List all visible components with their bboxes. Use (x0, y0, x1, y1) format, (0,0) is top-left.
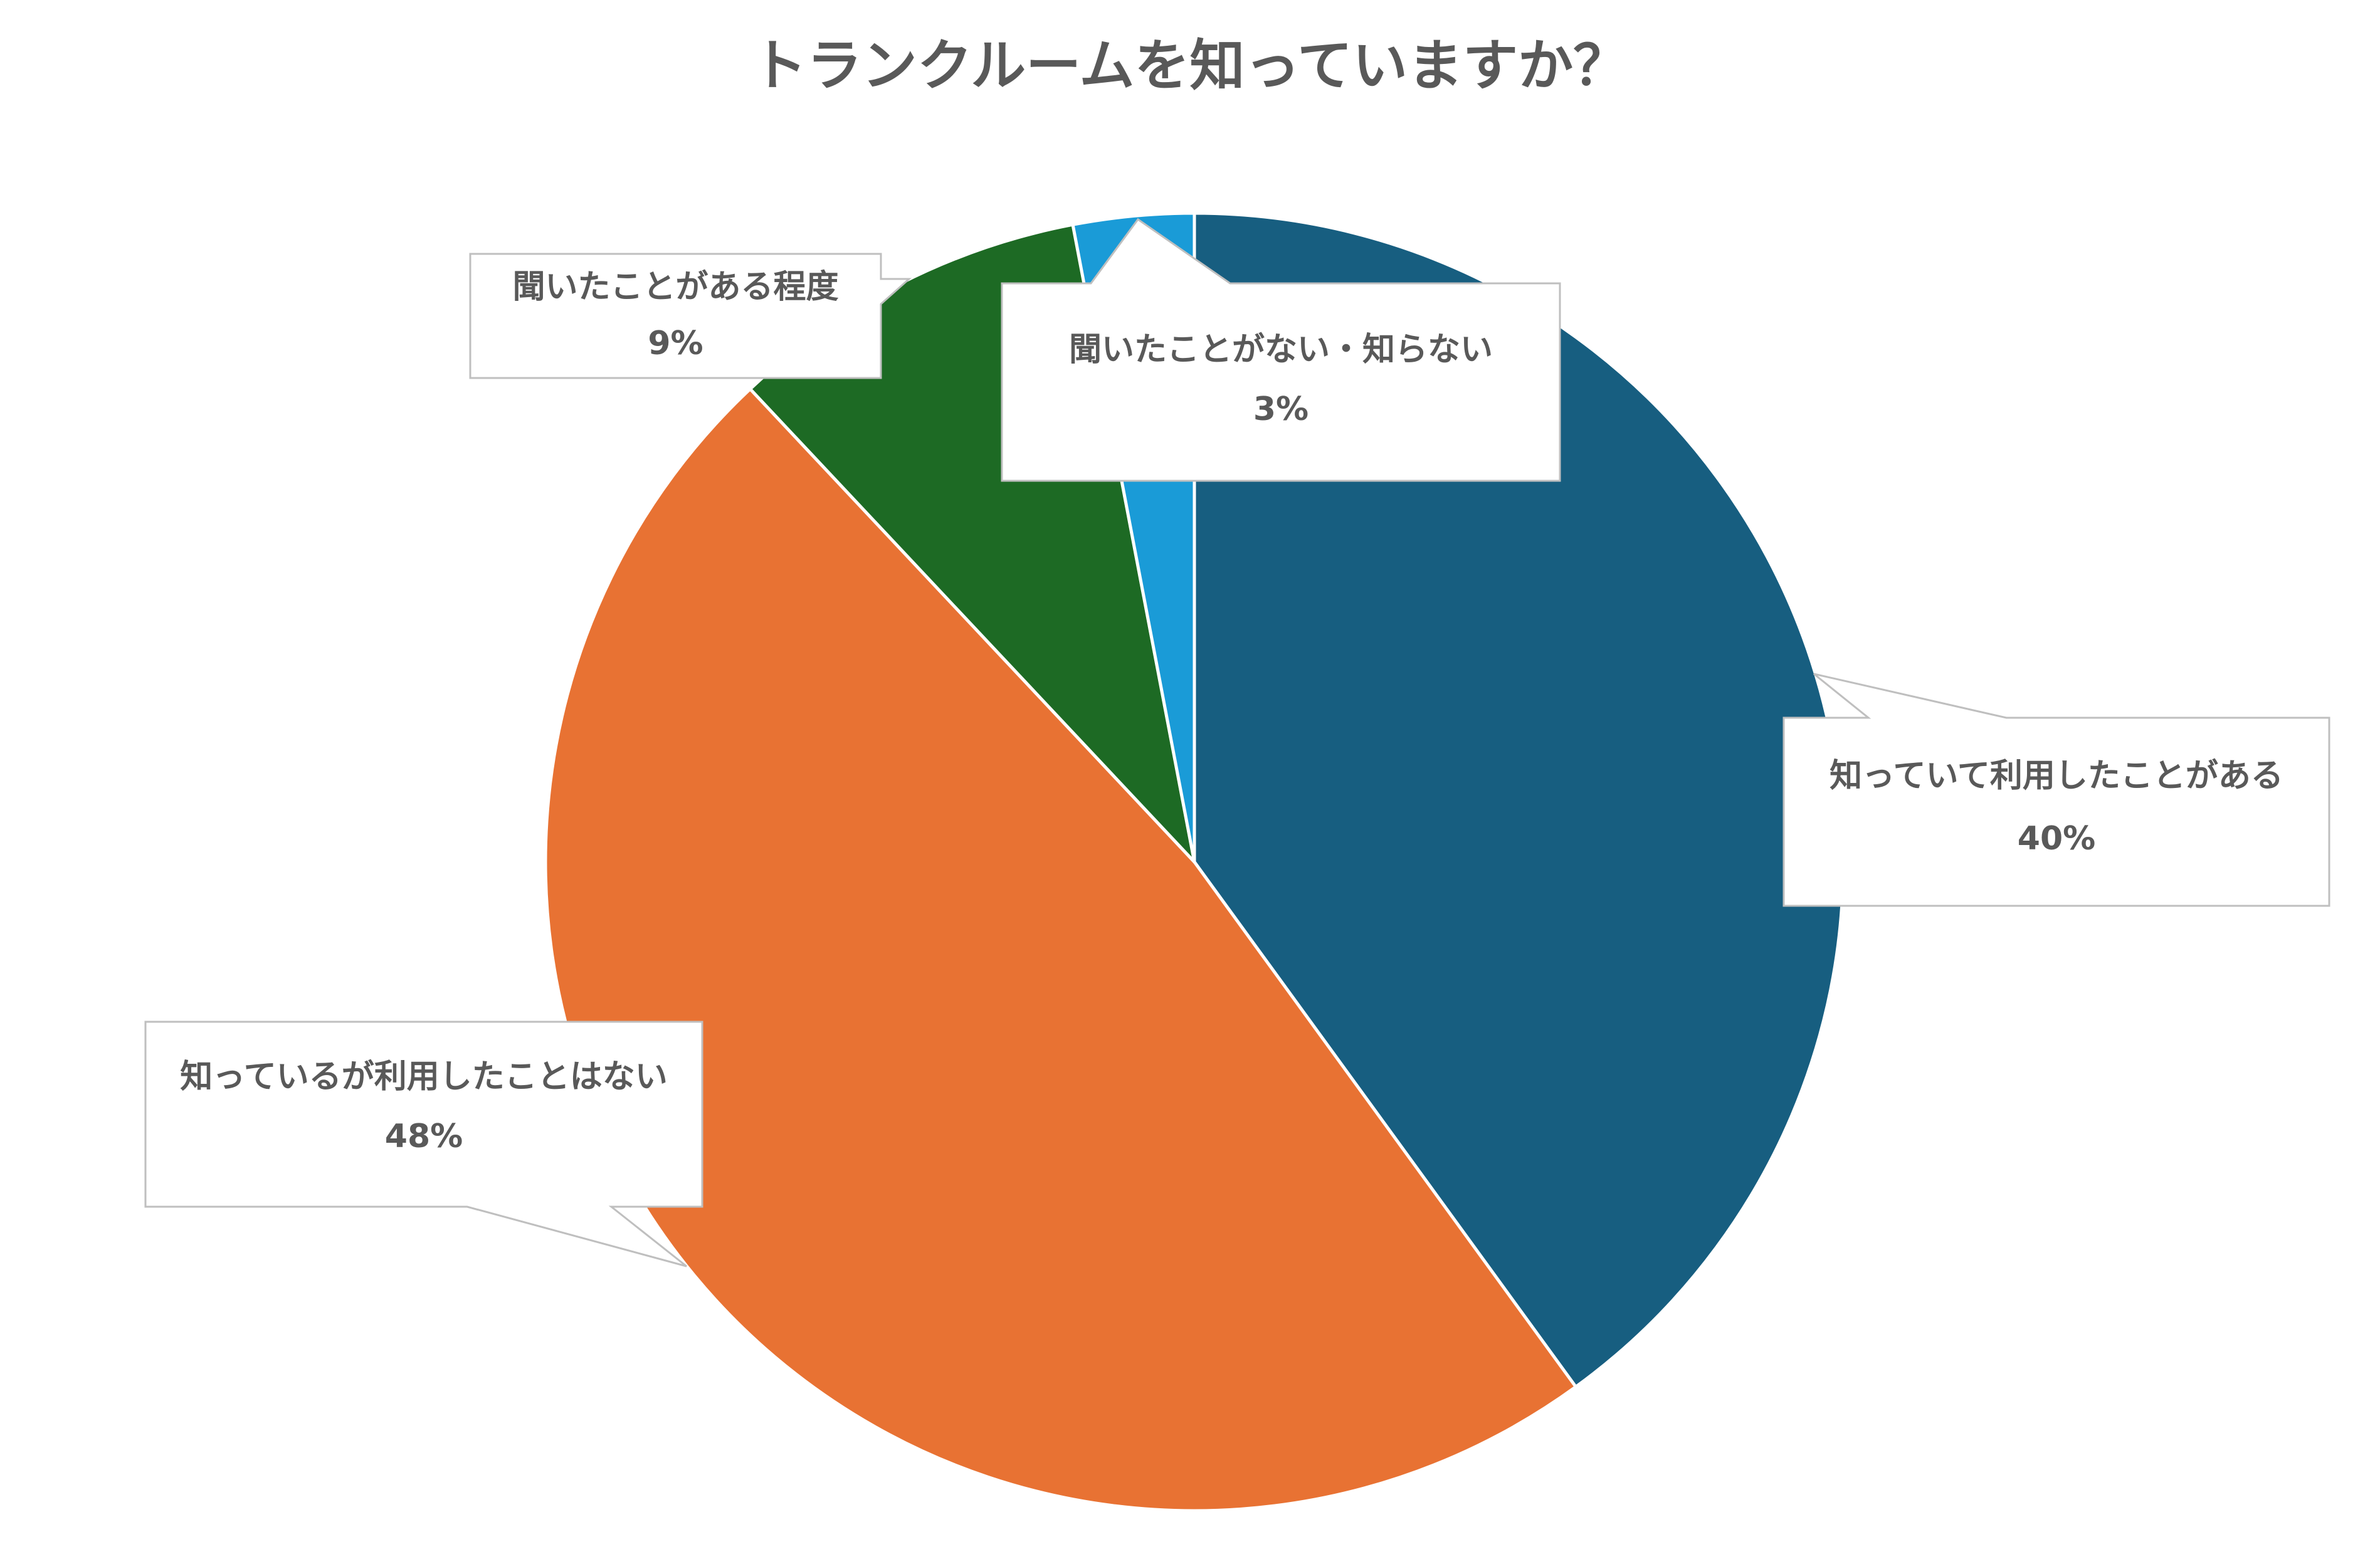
callout-box (144, 1021, 703, 1268)
callout-heard-of: 聞いたことがある程度 9% (469, 253, 912, 379)
slice-category-label: 知っていて利用したことがある (1830, 757, 2283, 795)
callout-box (469, 253, 912, 379)
slice-value-label: 40% (2018, 820, 2095, 858)
slice-value-label: 9% (648, 325, 703, 362)
data-label-callouts: 知っていて利用したことがある 40% 知っているが利用したことはない 48% 聞いたこと… (144, 218, 2330, 1268)
slice-category-label: 聞いたことがない・知らない (1069, 331, 1493, 369)
callout-unknown: 聞いたことがない・知らない 3% (1001, 218, 1561, 482)
callout-known-not-used: 知っているが利用したことはない 48% (144, 1021, 703, 1268)
slice-category-label: 知っているが利用したことはない (180, 1058, 667, 1096)
slice-value-label: 48% (385, 1118, 463, 1155)
callout-box (1001, 218, 1561, 482)
slice-known-not-used (544, 387, 1577, 1513)
callout-box (1782, 673, 2330, 907)
slice-used (1193, 211, 1845, 1389)
chart-title: トランクルームを知っていますか？ (752, 33, 1628, 98)
slice-category-label: 聞いたことがある程度 (512, 268, 838, 306)
callout-used: 知っていて利用したことがある 40% (1782, 673, 2330, 907)
slice-value-label: 3% (1253, 391, 1308, 428)
